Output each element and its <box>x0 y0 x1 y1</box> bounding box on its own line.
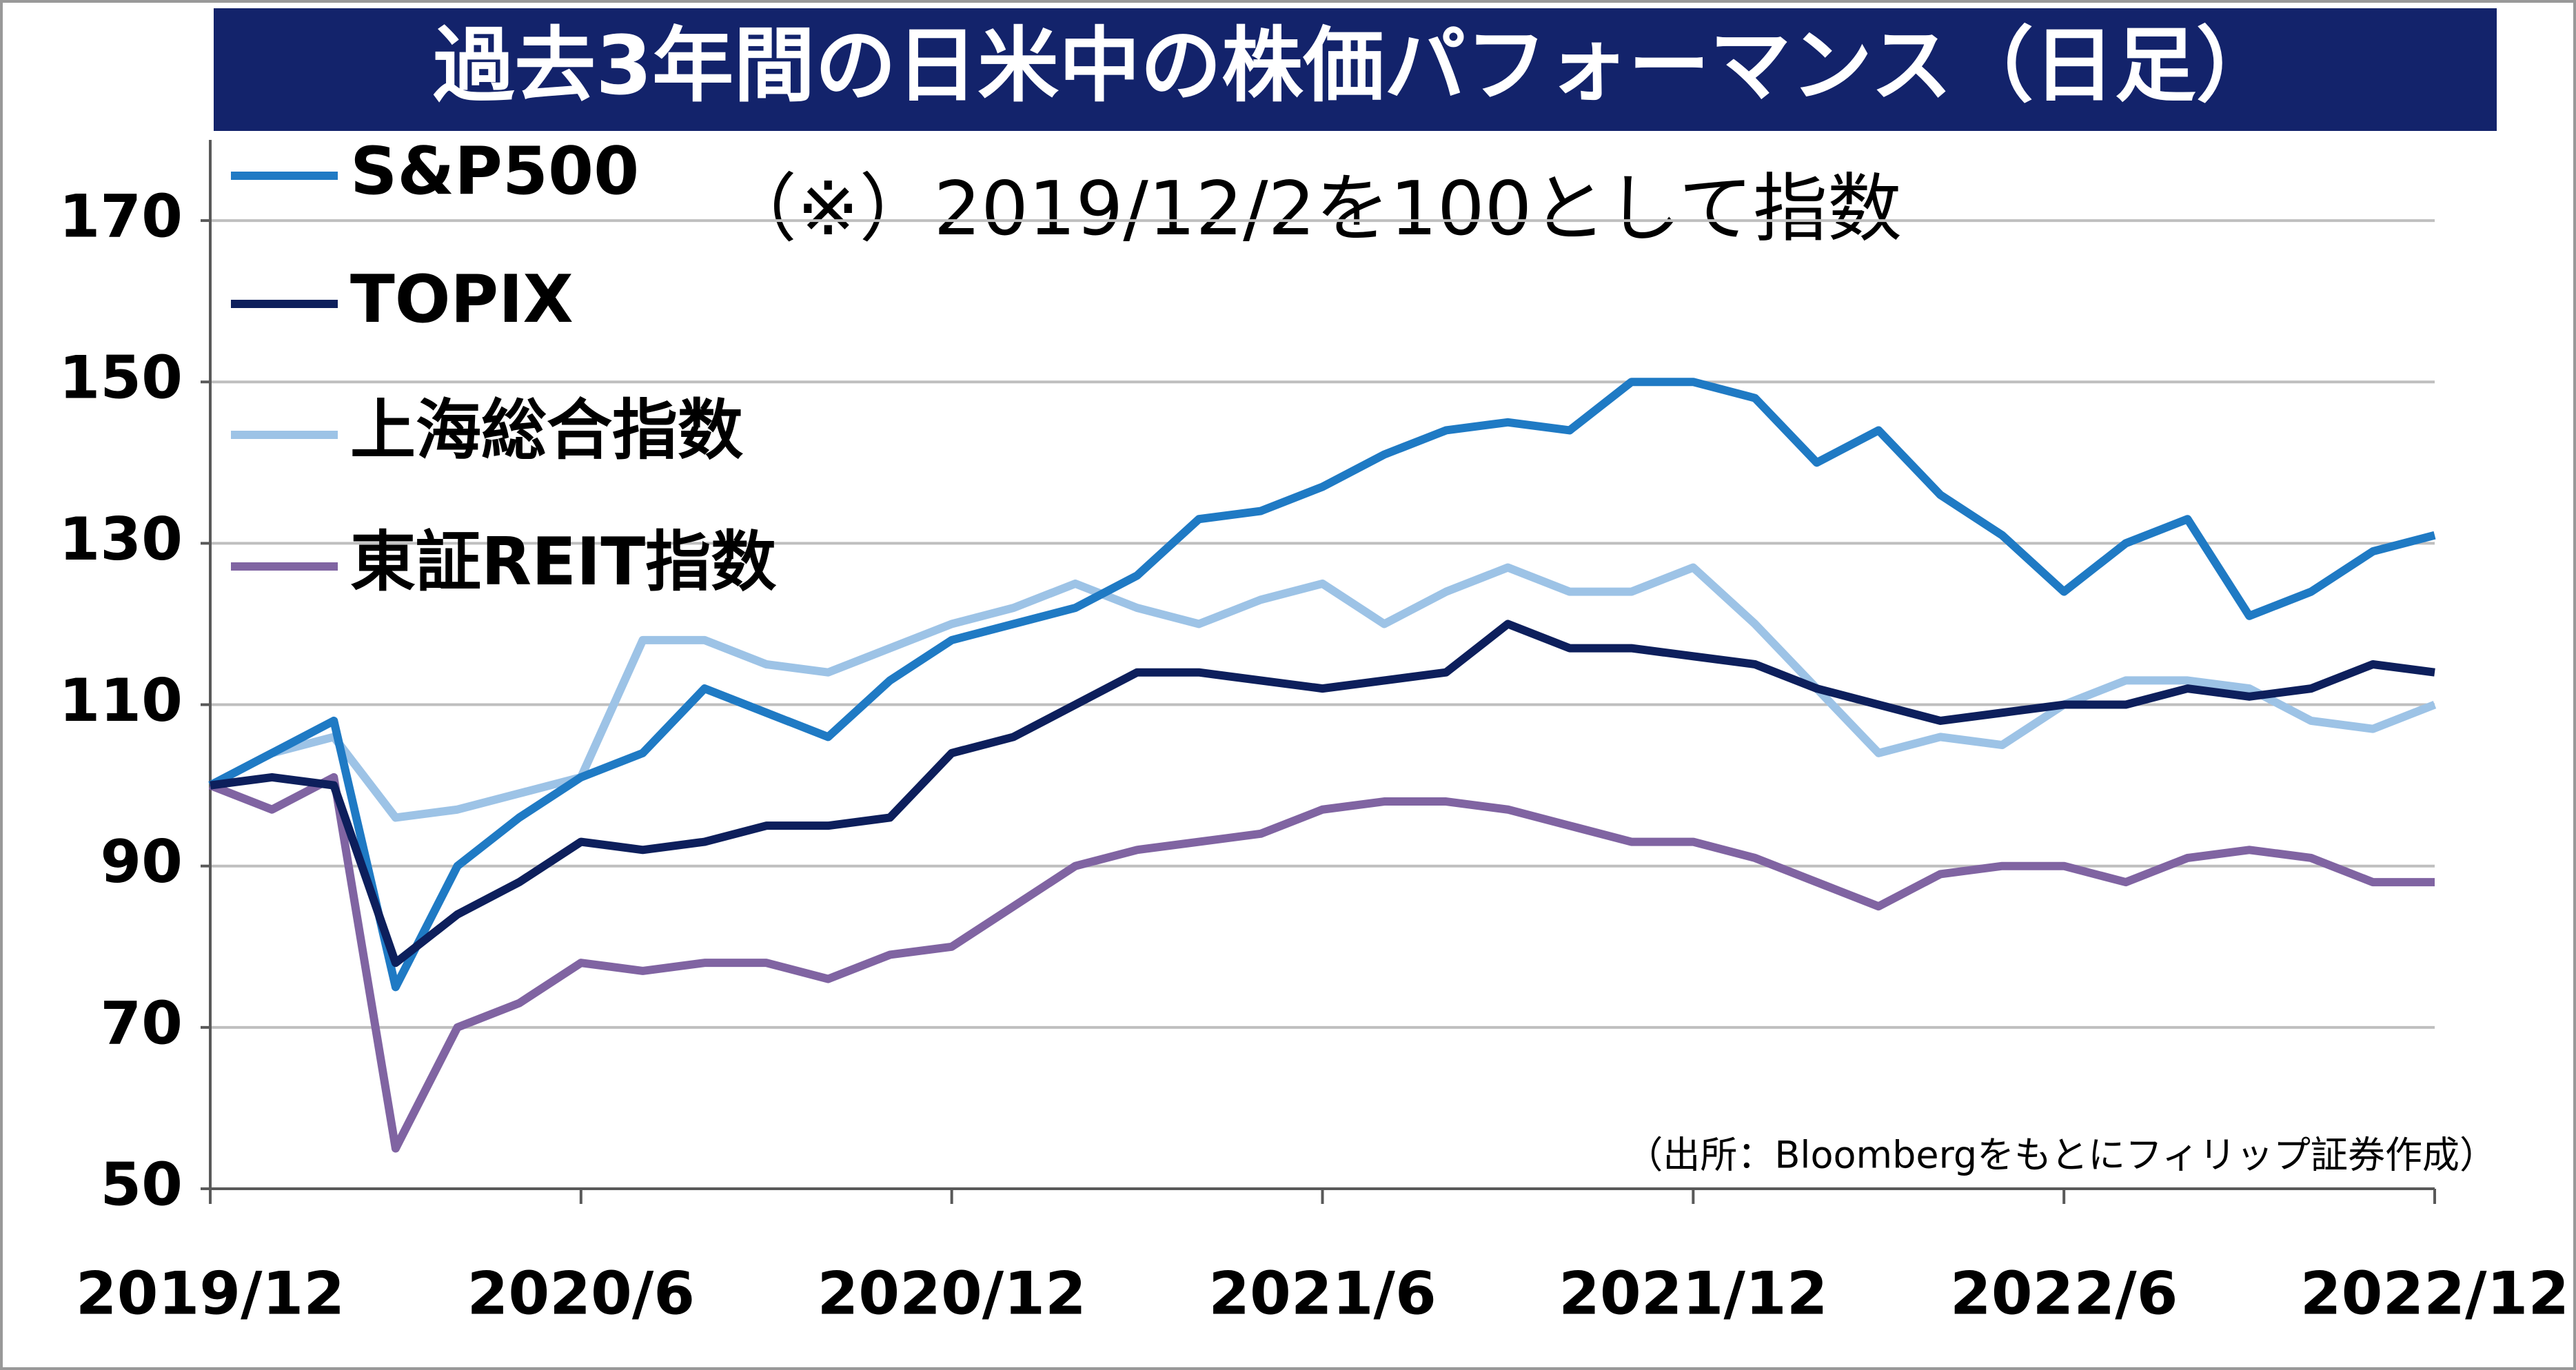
y-tick-label: 110 <box>59 666 183 735</box>
legend-label: S&P500 <box>350 134 639 209</box>
x-tick-label: 2021/12 <box>1559 1259 1827 1328</box>
x-tick-label: 2022/6 <box>1950 1259 2178 1328</box>
series-line <box>208 773 2435 1153</box>
y-tick-label: 130 <box>59 505 183 574</box>
source-note: （出所：Bloombergをもとにフィリップ証券作成） <box>1625 1134 2497 1177</box>
title-banner <box>214 8 2497 131</box>
x-tick-label: 2020/12 <box>817 1259 1086 1328</box>
legend-label: 上海総合指数 <box>350 393 743 469</box>
series-line <box>210 620 2435 968</box>
annotation: （※）2019/12/2を100として指数 <box>722 166 1902 252</box>
x-tick-label: 2020/6 <box>467 1259 696 1328</box>
series-line <box>208 378 2436 992</box>
legend-label: TOPIX <box>350 262 574 338</box>
y-tick-label: 90 <box>100 828 183 897</box>
x-tick-label: 2021/6 <box>1208 1259 1437 1328</box>
x-tick-label: 2022/12 <box>2300 1259 2569 1328</box>
legend-label: 東証REIT指数 <box>350 524 776 600</box>
y-tick-label: 50 <box>100 1150 183 1219</box>
y-tick-label: 170 <box>59 182 183 251</box>
y-tick-label: 70 <box>100 989 183 1058</box>
x-tick-label: 2019/12 <box>76 1259 345 1328</box>
chart-title: 過去3年間の日米中の株価パフォーマンス（日足） <box>433 18 2278 113</box>
y-tick-label: 150 <box>59 344 183 413</box>
